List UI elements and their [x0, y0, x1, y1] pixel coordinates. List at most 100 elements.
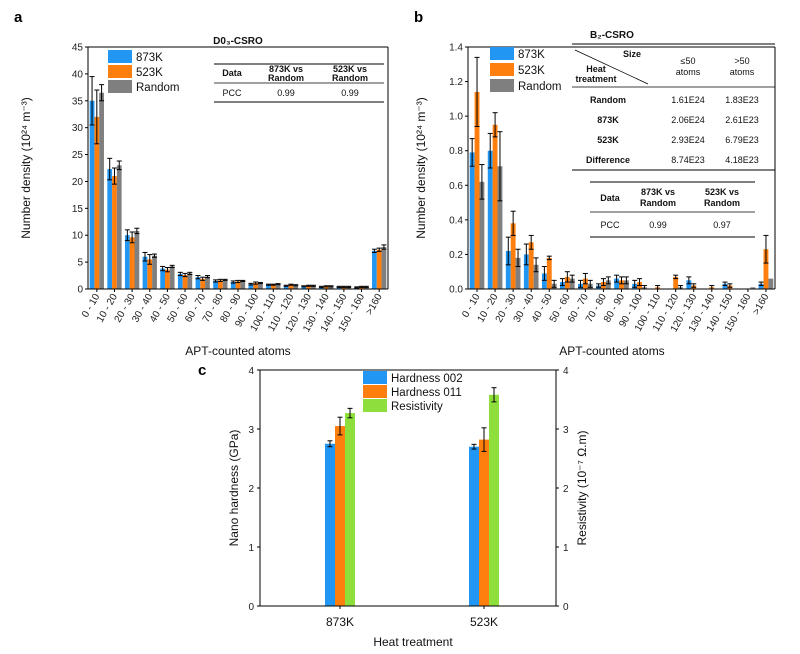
b-sizetable-rowlabel: 873K: [597, 115, 619, 125]
b-sizetable-cell: 8.74E23: [671, 155, 705, 165]
b-table-cell: 0.99: [649, 220, 667, 230]
a-bar-523K-4: [165, 270, 170, 289]
x-axis-label-c: Heat treatment: [373, 635, 453, 649]
b-table-header: 523K vs: [705, 187, 739, 197]
b-xtick-label: >160: [751, 292, 772, 317]
b-sizetable-corner-bottom: treatment: [575, 74, 616, 84]
b-ytick-label: 0.4: [449, 215, 463, 226]
a-table-header: Random: [332, 73, 368, 83]
b-sizetable-cell: 6.79E23: [725, 135, 759, 145]
a-bar-523K-16: [377, 250, 382, 289]
a-table-cell: 0.99: [277, 88, 295, 98]
y-axis-label-c: Nano hardness (GPa): [227, 430, 241, 547]
a-ytick-label: 35: [72, 96, 84, 107]
y2-axis-label-c: Resistivity (10⁻⁷ Ω.m): [575, 431, 589, 546]
chart-title-b: B₂-CSRO: [590, 30, 634, 41]
a-ytick-label: 10: [72, 231, 84, 242]
x-axis-label-b: APT-counted atoms: [559, 344, 664, 358]
b-ytick-label: 1.4: [449, 43, 463, 54]
a-table-header: Data: [222, 68, 243, 78]
a-ytick-label: 45: [72, 43, 84, 54]
a-bar-523K-1: [112, 176, 117, 289]
a-bar-873K-3: [143, 257, 148, 289]
a-ytick-label: 40: [72, 69, 84, 80]
b-ytick-label: 0.8: [449, 146, 463, 157]
a-bar-873K-16: [372, 251, 377, 289]
a-bar-Random-2: [135, 231, 140, 289]
b-sizetable-cell: 1.83E23: [725, 95, 759, 105]
b-table-header: 873K vs: [641, 187, 675, 197]
a-bar-Random-0: [99, 93, 104, 289]
a-bar-873K-4: [160, 269, 165, 289]
c-legend-label-0: Hardness 002: [391, 373, 463, 385]
b-bar-873K-1: [488, 151, 493, 289]
b-sizetable-corner-top: Size: [623, 49, 641, 59]
b-sizetable-header: ≤50: [681, 56, 696, 66]
a-ytick-label: 20: [72, 177, 84, 188]
b-ytick-label: 1.0: [449, 112, 463, 123]
c-bar-Hardness 002-0: [325, 444, 335, 606]
a-bar-Random-8: [240, 281, 245, 289]
c-xtick-label: 873K: [326, 615, 354, 629]
c-legend-swatch-2: [363, 399, 387, 412]
panel-label-a: a: [14, 9, 23, 26]
b-legend-swatch-1: [490, 63, 514, 76]
a-table-header: Random: [268, 73, 304, 83]
a-bar-Random-6: [205, 277, 210, 289]
b-bar-873K-0: [470, 152, 475, 289]
a-bar-873K-1: [107, 169, 112, 289]
b-sizetable-header: >50: [734, 56, 749, 66]
c-ytick-label: 1: [248, 543, 254, 554]
b-sizetable-cell: 2.93E24: [671, 135, 705, 145]
a-bar-Random-16: [382, 247, 387, 289]
c-legend-label-2: Resistivity: [391, 401, 443, 413]
c-ytick-label: 2: [248, 484, 254, 495]
b-sizetable-cell: 1.61E24: [671, 95, 705, 105]
b-legend-swatch-2: [490, 79, 514, 92]
b-table-header: Random: [704, 198, 740, 208]
b-sizetable-cell: 2.06E24: [671, 115, 705, 125]
chart-title-a: D0₃-CSRO: [213, 36, 263, 47]
b-bar-523K-4: [547, 258, 552, 289]
b-legend-label-1: 523K: [518, 65, 545, 77]
b-table-header: Data: [600, 193, 621, 203]
c-y2tick-label: 0: [563, 602, 569, 613]
a-bar-Random-3: [152, 256, 157, 289]
a-bar-873K-2: [125, 235, 130, 289]
b-table-cell: 0.97: [713, 220, 731, 230]
b-sizetable-rowlabel: Random: [590, 95, 626, 105]
a-bar-873K-0: [90, 101, 95, 289]
a-xtick-label: >160: [364, 292, 385, 317]
b-sizetable-header: atoms: [676, 67, 701, 77]
a-legend-label-0: 873K: [136, 52, 163, 64]
a-legend-swatch-2: [108, 80, 132, 93]
x-axis-label-a: APT-counted atoms: [185, 344, 290, 358]
b-ytick-label: 0.6: [449, 181, 463, 192]
c-y2tick-label: 1: [563, 543, 569, 554]
a-bar-873K-5: [178, 274, 183, 289]
b-table-header: Random: [640, 198, 676, 208]
c-ytick-label: 3: [248, 425, 254, 436]
c-legend-swatch-1: [363, 385, 387, 398]
a-ytick-label: 5: [77, 258, 83, 269]
a-table-cell: 0.99: [341, 88, 359, 98]
c-legend-swatch-0: [363, 371, 387, 384]
c-ytick-label: 0: [248, 602, 254, 613]
a-ytick-label: 0: [77, 285, 83, 296]
a-legend-label-1: 523K: [136, 67, 163, 79]
b-sizetable-cell: 4.18E23: [725, 155, 759, 165]
a-legend-swatch-1: [108, 65, 132, 78]
b-sizetable-cell: 2.61E23: [725, 115, 759, 125]
y-axis-label-b: Number density (10²⁴ m⁻³): [414, 97, 428, 239]
b-bar-Random-16: [768, 279, 773, 289]
a-ytick-label: 15: [72, 204, 84, 215]
c-y2tick-label: 3: [563, 425, 569, 436]
a-table-cell: PCC: [222, 88, 242, 98]
c-bar-Resistivity-1: [489, 395, 499, 606]
b-sizetable-rowlabel: 523K: [597, 135, 619, 145]
b-ytick-label: 1.2: [449, 77, 463, 88]
b-ytick-label: 0.0: [449, 285, 463, 296]
c-ytick-label: 4: [248, 366, 254, 377]
a-legend-swatch-0: [108, 50, 132, 63]
